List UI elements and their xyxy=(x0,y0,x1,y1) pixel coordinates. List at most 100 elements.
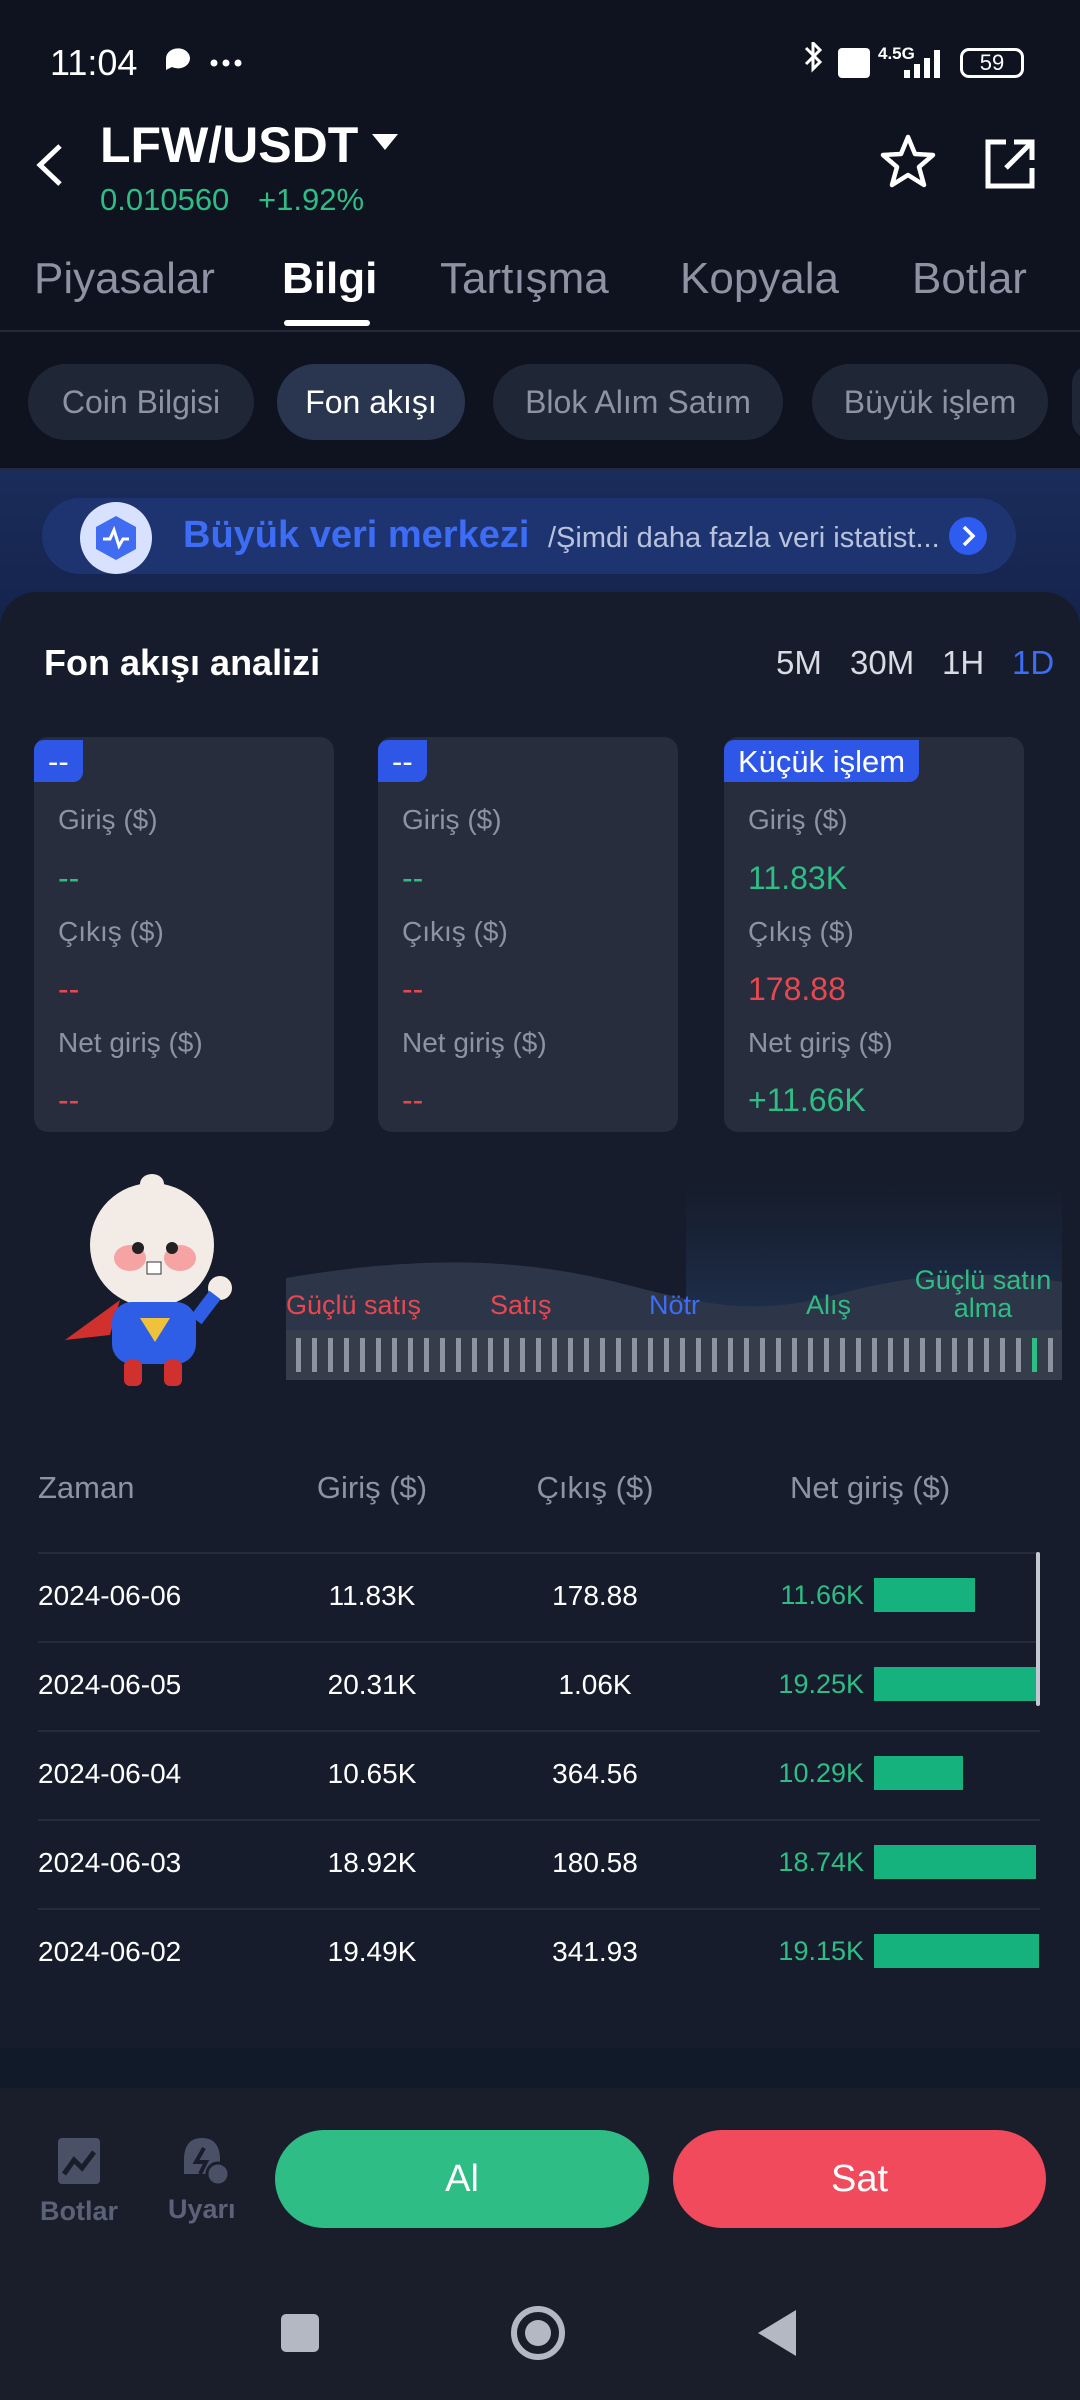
gauge-tick xyxy=(568,1338,573,1372)
banner[interactable] xyxy=(42,498,1016,574)
gauge-tick xyxy=(920,1338,925,1372)
gauge-tick xyxy=(424,1338,429,1372)
flow-card xyxy=(378,737,678,1132)
bots-label[interactable]: Botlar xyxy=(40,2196,119,2226)
date-cell: 2024-06-03 xyxy=(38,1847,182,1878)
tab[interactable]: Botlar xyxy=(912,254,1027,303)
chip[interactable]: Coin Bilgisi xyxy=(28,364,254,440)
gauge-tick xyxy=(648,1338,653,1372)
chip[interactable]: Blok Alım Satım xyxy=(493,364,783,440)
date-cell: 2024-06-04 xyxy=(38,1758,182,1789)
gauge-tick xyxy=(936,1338,941,1372)
pair-title[interactable]: LFW/USDT xyxy=(100,117,359,173)
net-value: -- xyxy=(58,1082,80,1118)
share-button[interactable] xyxy=(980,134,1040,194)
table-header: Zaman xyxy=(38,1470,135,1505)
period-option[interactable]: 1H xyxy=(942,644,985,681)
tab[interactable]: Piyasalar xyxy=(34,254,215,303)
net-label: Net giriş ($) xyxy=(402,1027,547,1058)
back-button[interactable] xyxy=(30,140,70,190)
system-nav xyxy=(281,2306,796,2360)
gauge-tick xyxy=(408,1338,413,1372)
tab[interactable]: Tartışma xyxy=(440,254,609,303)
tab-indicator xyxy=(284,320,370,326)
gauge-tick xyxy=(1000,1338,1005,1372)
period-option[interactable]: 30M xyxy=(850,644,915,681)
network-type: 4.5G xyxy=(878,44,915,63)
net-cell: 19.15K xyxy=(778,1936,864,1966)
gauge-tick xyxy=(392,1338,397,1372)
gauge-tick xyxy=(632,1338,637,1372)
signal-icons xyxy=(804,42,870,78)
net-value: +11.66K xyxy=(748,1082,866,1118)
period-option[interactable]: 1D xyxy=(1012,644,1055,681)
outflow-value: -- xyxy=(58,971,80,1007)
outflow-cell: 341.93 xyxy=(552,1936,638,1967)
gauge-tick xyxy=(808,1338,813,1372)
outflow-label: Çıkış ($) xyxy=(748,916,854,947)
tab[interactable]: Bilgi xyxy=(282,254,378,303)
outflow-value: -- xyxy=(402,971,424,1007)
gauge-tick xyxy=(296,1338,301,1372)
table-header: Çıkış ($) xyxy=(536,1470,654,1505)
inflow-cell: 20.31K xyxy=(327,1669,417,1700)
sentiment-label: Satış xyxy=(490,1290,552,1320)
buy-button[interactable]: Al xyxy=(275,2130,649,2228)
gauge-tick xyxy=(312,1338,317,1372)
net-cell: 18.74K xyxy=(778,1847,864,1877)
sentiment-label: Alış xyxy=(806,1290,852,1320)
gauge-tick xyxy=(600,1338,605,1372)
scrollbar xyxy=(1036,1552,1040,1706)
price: 0.010560 xyxy=(100,182,230,217)
chip[interactable]: Fon akışı xyxy=(277,364,465,440)
gauge-tick xyxy=(776,1338,781,1372)
analysis-title: Fon akışı analizi xyxy=(44,642,321,683)
inflow-value: -- xyxy=(58,860,80,896)
table-header: Net giriş ($) xyxy=(790,1470,951,1505)
favorite-button[interactable] xyxy=(878,132,938,192)
outflow-label: Çıkış ($) xyxy=(58,916,164,947)
net-bar xyxy=(874,1756,963,1790)
outflow-cell: 178.88 xyxy=(552,1580,638,1611)
gauge-tick xyxy=(520,1338,525,1372)
gauge-tick xyxy=(584,1338,589,1372)
card-tag: Küçük işlem xyxy=(724,740,920,782)
chip[interactable]: Büyük işlem xyxy=(812,364,1048,440)
alerts-label[interactable]: Uyarı xyxy=(168,2194,236,2224)
tab[interactable]: Kopyala xyxy=(680,254,840,303)
gauge-tick xyxy=(472,1338,477,1372)
inflow-label: Giriş ($) xyxy=(402,804,502,835)
sentiment-label: Güçlü satış xyxy=(286,1290,422,1320)
gauge-tick xyxy=(696,1338,701,1372)
row-divider xyxy=(38,1641,1040,1643)
period-option[interactable]: 5M xyxy=(776,644,822,681)
gauge-tick xyxy=(712,1338,717,1372)
banner-icon xyxy=(80,502,152,574)
gauge-tick xyxy=(904,1338,909,1372)
chip[interactable] xyxy=(1072,364,1080,440)
gauge-tick xyxy=(344,1338,349,1372)
table-header: Giriş ($) xyxy=(316,1470,428,1505)
gauge-tick xyxy=(504,1338,509,1372)
gauge-tick xyxy=(952,1338,957,1372)
row-divider xyxy=(38,1819,1040,1821)
pair-dropdown[interactable] xyxy=(370,130,400,154)
net-label: Net giriş ($) xyxy=(58,1027,203,1058)
date-cell: 2024-06-06 xyxy=(38,1580,182,1611)
net-bar xyxy=(874,1934,1040,1968)
alerts-icon[interactable] xyxy=(176,2134,232,2188)
inflow-cell: 10.65K xyxy=(327,1758,417,1789)
outflow-cell: 1.06K xyxy=(558,1669,632,1700)
sentiment-gauge xyxy=(286,1180,1062,1380)
bots-icon[interactable] xyxy=(54,2134,104,2188)
gauge-tick xyxy=(728,1338,733,1372)
gauge-tick xyxy=(872,1338,877,1372)
gauge-tick xyxy=(792,1338,797,1372)
gauge-tick xyxy=(1048,1338,1053,1372)
inflow-cell: 18.92K xyxy=(327,1847,417,1878)
banner-text: /Şimdi daha fazla veri istatist... xyxy=(548,522,940,554)
status-icons xyxy=(166,48,242,70)
banner-arrow[interactable] xyxy=(948,516,988,556)
price-change: +1.92% xyxy=(258,182,365,217)
sell-button[interactable]: Sat xyxy=(673,2130,1046,2228)
